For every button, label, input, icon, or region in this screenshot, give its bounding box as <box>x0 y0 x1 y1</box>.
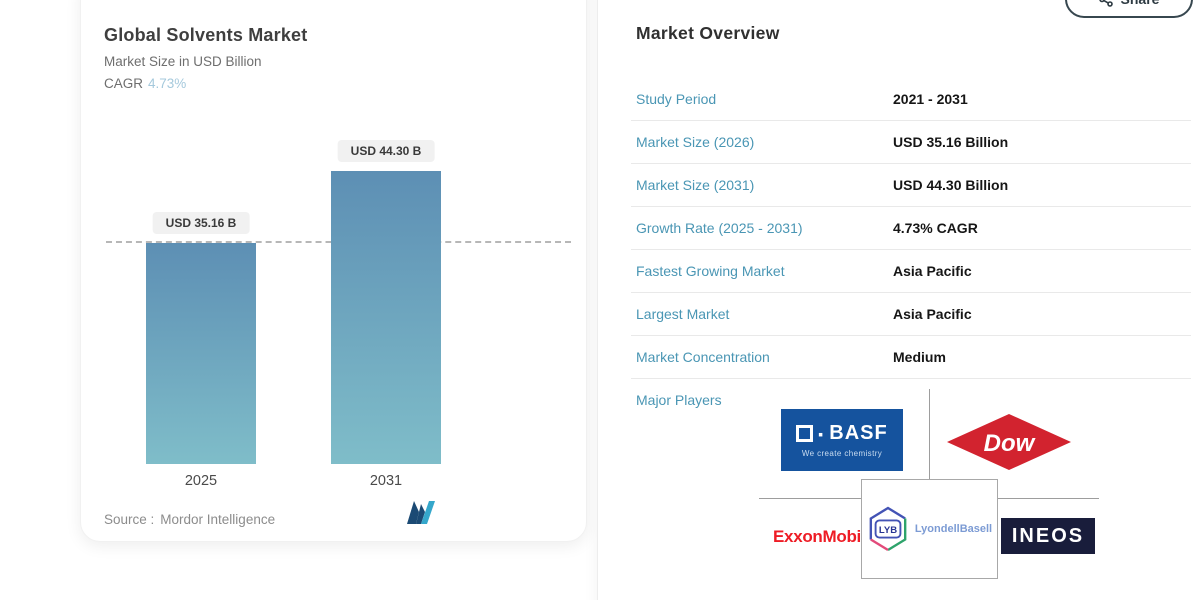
overview-table: Study Period 2021 - 2031 Market Size (20… <box>631 78 1191 379</box>
source-value: Mordor Intelligence <box>160 512 276 527</box>
major-players-label: Major Players <box>636 392 722 408</box>
source-label: Source : <box>104 512 155 527</box>
cagr-value: 4.73% <box>148 76 187 91</box>
bar-value-label-2031: USD 44.30 B <box>337 140 435 162</box>
chart-title: Global Solvents Market <box>104 25 308 45</box>
market-overview-card: Market Overview Study Period 2021 - 2031… <box>597 0 1200 600</box>
svg-text:LYB: LYB <box>879 525 897 536</box>
row-label: Market Size (2031) <box>636 177 755 193</box>
ineos-logo: INEOS <box>1001 518 1095 554</box>
basf-tagline: We create chemistry <box>801 449 883 458</box>
row-label: Study Period <box>636 91 717 107</box>
row-value: USD 35.16 Billion <box>893 134 1009 150</box>
bar-rect-2031 <box>331 171 441 464</box>
chart-header: Global Solvents Market Market Size in US… <box>104 25 307 91</box>
basf-name: BASF <box>829 422 888 444</box>
basf-square-icon <box>796 425 814 442</box>
basf-dot-icon: ▪ <box>818 425 825 442</box>
bar-2031: USD 44.30 B <box>331 140 441 464</box>
players-divider-vertical <box>929 389 930 479</box>
share-button[interactable]: Share <box>1065 0 1193 18</box>
row-value: 4.73% CAGR <box>893 220 978 236</box>
table-row: Fastest Growing Market Asia Pacific <box>631 250 1191 293</box>
row-value: Asia Pacific <box>893 306 972 322</box>
row-value: 2021 - 2031 <box>893 91 968 107</box>
lyondellbasell-logo: LYB LyondellBasell <box>861 479 998 579</box>
row-value: USD 44.30 Billion <box>893 177 1009 193</box>
ineos-name: INEOS <box>1011 524 1085 547</box>
dow-logo: Dow <box>946 413 1072 476</box>
x-axis-label-2031: 2031 <box>369 473 403 489</box>
exxonmobil-logo: ExxonMobil <box>773 527 866 546</box>
lyb-hexagon-icon: LYB <box>869 506 907 552</box>
major-players-logos: ▪ BASF We create chemistry Dow ExxonMobi… <box>748 381 1200 596</box>
lyondellbasell-name: LyondellBasell <box>914 523 993 535</box>
basf-wordmark: ▪ BASF <box>796 422 887 445</box>
share-button-label: Share <box>1121 0 1160 7</box>
bar-2025: USD 35.16 B <box>146 212 256 464</box>
table-row: Largest Market Asia Pacific <box>631 293 1191 336</box>
source-attribution: Source : Mordor Intelligence <box>104 512 275 527</box>
mordor-intelligence-logo-icon <box>406 500 440 529</box>
bar-rect-2025 <box>146 243 256 464</box>
row-label: Market Concentration <box>636 349 770 365</box>
row-value: Asia Pacific <box>893 263 972 279</box>
row-label: Market Size (2026) <box>636 134 755 150</box>
table-row: Study Period 2021 - 2031 <box>631 78 1191 121</box>
row-value: Medium <box>893 349 946 365</box>
svg-text:Dow: Dow <box>984 430 1036 457</box>
overview-heading: Market Overview <box>636 23 780 43</box>
share-icon <box>1098 0 1113 7</box>
row-label: Fastest Growing Market <box>636 263 785 279</box>
market-size-chart-card: Global Solvents Market Market Size in US… <box>80 0 587 542</box>
basf-logo: ▪ BASF We create chemistry <box>781 409 903 471</box>
table-row: Market Size (2026) USD 35.16 Billion <box>631 121 1191 164</box>
table-row: Growth Rate (2025 - 2031) 4.73% CAGR <box>631 207 1191 250</box>
chart-subtitle: Market Size in USD Billion <box>104 54 262 69</box>
row-label: Growth Rate (2025 - 2031) <box>636 220 803 236</box>
x-axis-label-2025: 2025 <box>184 473 218 489</box>
chart-cagr-line: CAGR 4.73% <box>104 76 307 91</box>
table-row: Market Size (2031) USD 44.30 Billion <box>631 164 1191 207</box>
bar-value-label-2025: USD 35.16 B <box>152 212 250 234</box>
row-label: Largest Market <box>636 306 730 322</box>
cagr-label: CAGR <box>104 76 144 91</box>
table-row: Market Concentration Medium <box>631 336 1191 379</box>
